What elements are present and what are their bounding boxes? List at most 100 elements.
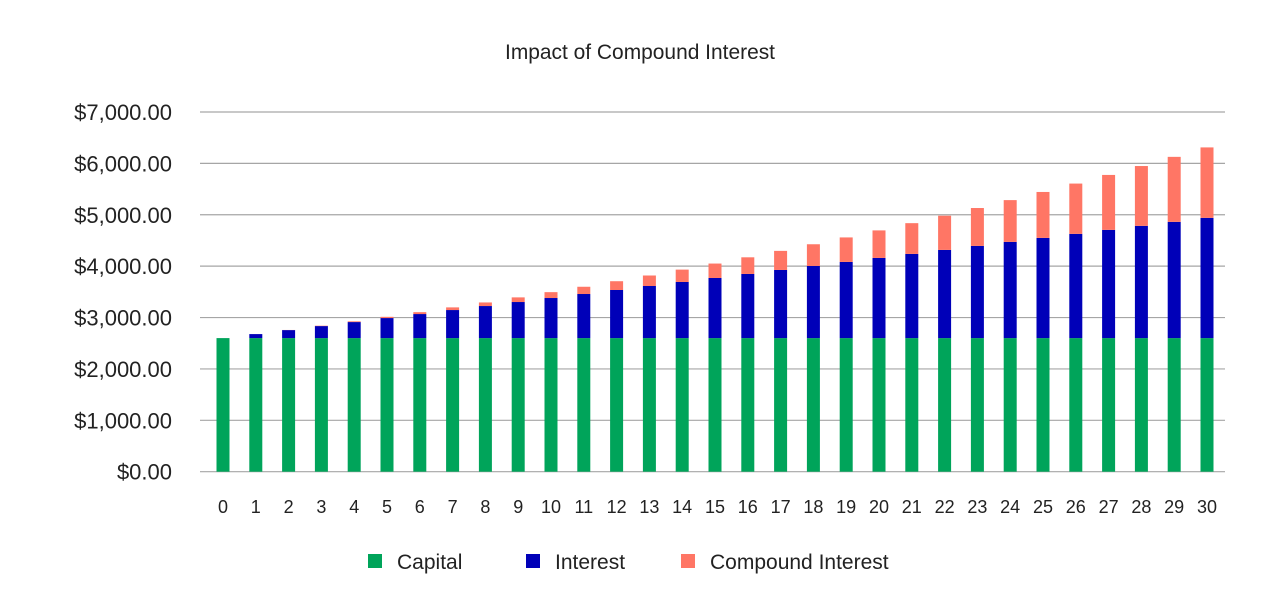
bar-interest	[577, 294, 591, 339]
y-tick-label: $1,000.00	[74, 408, 172, 433]
bar-compound-interest	[478, 302, 492, 307]
x-tick-label: 25	[1033, 497, 1053, 517]
bar-interest	[380, 318, 394, 339]
legend-label: Capital	[397, 551, 462, 574]
x-tick-label: 24	[1000, 497, 1020, 517]
legend: Capital Interest Compound Interest	[368, 551, 889, 574]
bar-compound-interest	[806, 244, 820, 266]
bar-interest	[1036, 237, 1050, 339]
bar-interest	[446, 310, 460, 339]
bar-interest	[1134, 225, 1148, 339]
bar-interest	[806, 265, 820, 339]
y-tick-label: $7,000.00	[74, 100, 172, 125]
y-tick-label: $6,000.00	[74, 151, 172, 176]
bar-interest	[544, 298, 558, 339]
bar-interest	[249, 334, 263, 339]
bar-interest	[1003, 241, 1017, 339]
y-axis: $0.00 $1,000.00 $2,000.00 $3,000.00 $4,000.0…	[74, 100, 172, 485]
x-tick-label: 16	[738, 497, 758, 517]
legend-swatch	[368, 554, 382, 568]
bar-compound-interest	[872, 230, 886, 258]
x-tick-label: 17	[771, 497, 791, 517]
bar-capital	[806, 338, 820, 472]
bar-interest	[938, 249, 952, 339]
bar-compound-interest	[1167, 156, 1181, 222]
bar-interest	[314, 326, 328, 339]
bar-capital	[938, 338, 952, 472]
bar-compound-interest	[774, 250, 788, 270]
bar-compound-interest	[675, 269, 689, 282]
bar-interest	[1167, 221, 1181, 339]
bar-interest	[282, 330, 296, 339]
bar-capital	[1003, 338, 1017, 472]
bar-capital	[314, 338, 328, 472]
x-tick-label: 30	[1197, 497, 1217, 517]
x-tick-label: 22	[935, 497, 955, 517]
x-axis: 0 1 2 3 4 5 6 7 8 9 10 11 12 13 14 15 16 17 18 19 20 21 22 23 24…	[218, 497, 1217, 517]
x-tick-label: 11	[574, 497, 593, 517]
x-tick-label: 26	[1066, 497, 1086, 517]
bar-capital	[1036, 338, 1050, 472]
bar-compound-interest	[1003, 200, 1017, 242]
bar-capital	[347, 338, 361, 472]
bar-compound-interest	[970, 208, 984, 246]
bar-compound-interest	[511, 297, 525, 303]
x-tick-label: 4	[349, 497, 359, 517]
bar-capital	[1069, 338, 1083, 472]
bar-interest	[511, 302, 525, 339]
bar-interest	[872, 257, 886, 339]
x-tick-label: 10	[541, 497, 561, 517]
bar-compound-interest	[708, 263, 722, 278]
x-tick-label: 20	[869, 497, 889, 517]
bar-capital	[380, 338, 394, 472]
bar-interest	[774, 269, 788, 339]
bar-interest	[478, 306, 492, 339]
bar-capital	[905, 338, 919, 472]
bar-compound-interest	[413, 312, 427, 315]
bar-interest	[1200, 217, 1214, 339]
bar-interest	[610, 290, 624, 339]
bar-interest	[970, 245, 984, 339]
legend-swatch	[526, 554, 540, 568]
bar-interest	[347, 322, 361, 339]
bar-interest	[741, 273, 755, 339]
bar-capital	[511, 338, 525, 472]
bar-capital	[774, 338, 788, 472]
bar-interest	[413, 314, 427, 339]
bar-interest	[642, 285, 656, 339]
bar-compound-interest	[1069, 183, 1083, 234]
bar-capital	[741, 338, 755, 472]
y-tick-label: $4,000.00	[74, 254, 172, 279]
bar-interest	[708, 277, 722, 339]
bar-compound-interest	[1134, 166, 1148, 226]
x-tick-label: 18	[803, 497, 823, 517]
bar-interest	[1102, 229, 1116, 339]
bar-capital	[970, 338, 984, 472]
x-tick-label: 13	[639, 497, 659, 517]
bar-capital	[1200, 338, 1214, 472]
x-tick-label: 23	[967, 497, 987, 517]
bar-compound-interest	[446, 307, 460, 311]
bar-interest	[1069, 233, 1083, 339]
bar-compound-interest	[938, 215, 952, 250]
bar-capital	[446, 338, 460, 472]
x-tick-label: 14	[672, 497, 692, 517]
legend-swatch	[681, 554, 695, 568]
x-tick-label: 29	[1164, 497, 1184, 517]
x-tick-label: 15	[705, 497, 725, 517]
bar-interest	[675, 281, 689, 339]
x-tick-label: 6	[415, 497, 425, 517]
x-tick-label: 9	[513, 497, 523, 517]
bar-compound-interest	[642, 275, 656, 286]
bar-capital	[839, 338, 853, 472]
bar-compound-interest	[1102, 174, 1116, 230]
x-tick-label: 21	[902, 497, 922, 517]
chart-title: Impact of Compound Interest	[505, 41, 775, 64]
bar-capital	[1134, 338, 1148, 472]
y-tick-label: $2,000.00	[74, 357, 172, 382]
bar-capital	[1167, 338, 1181, 472]
bar-compound-interest	[905, 223, 919, 254]
y-tick-label: $5,000.00	[74, 203, 172, 228]
bar-capital	[282, 338, 296, 472]
